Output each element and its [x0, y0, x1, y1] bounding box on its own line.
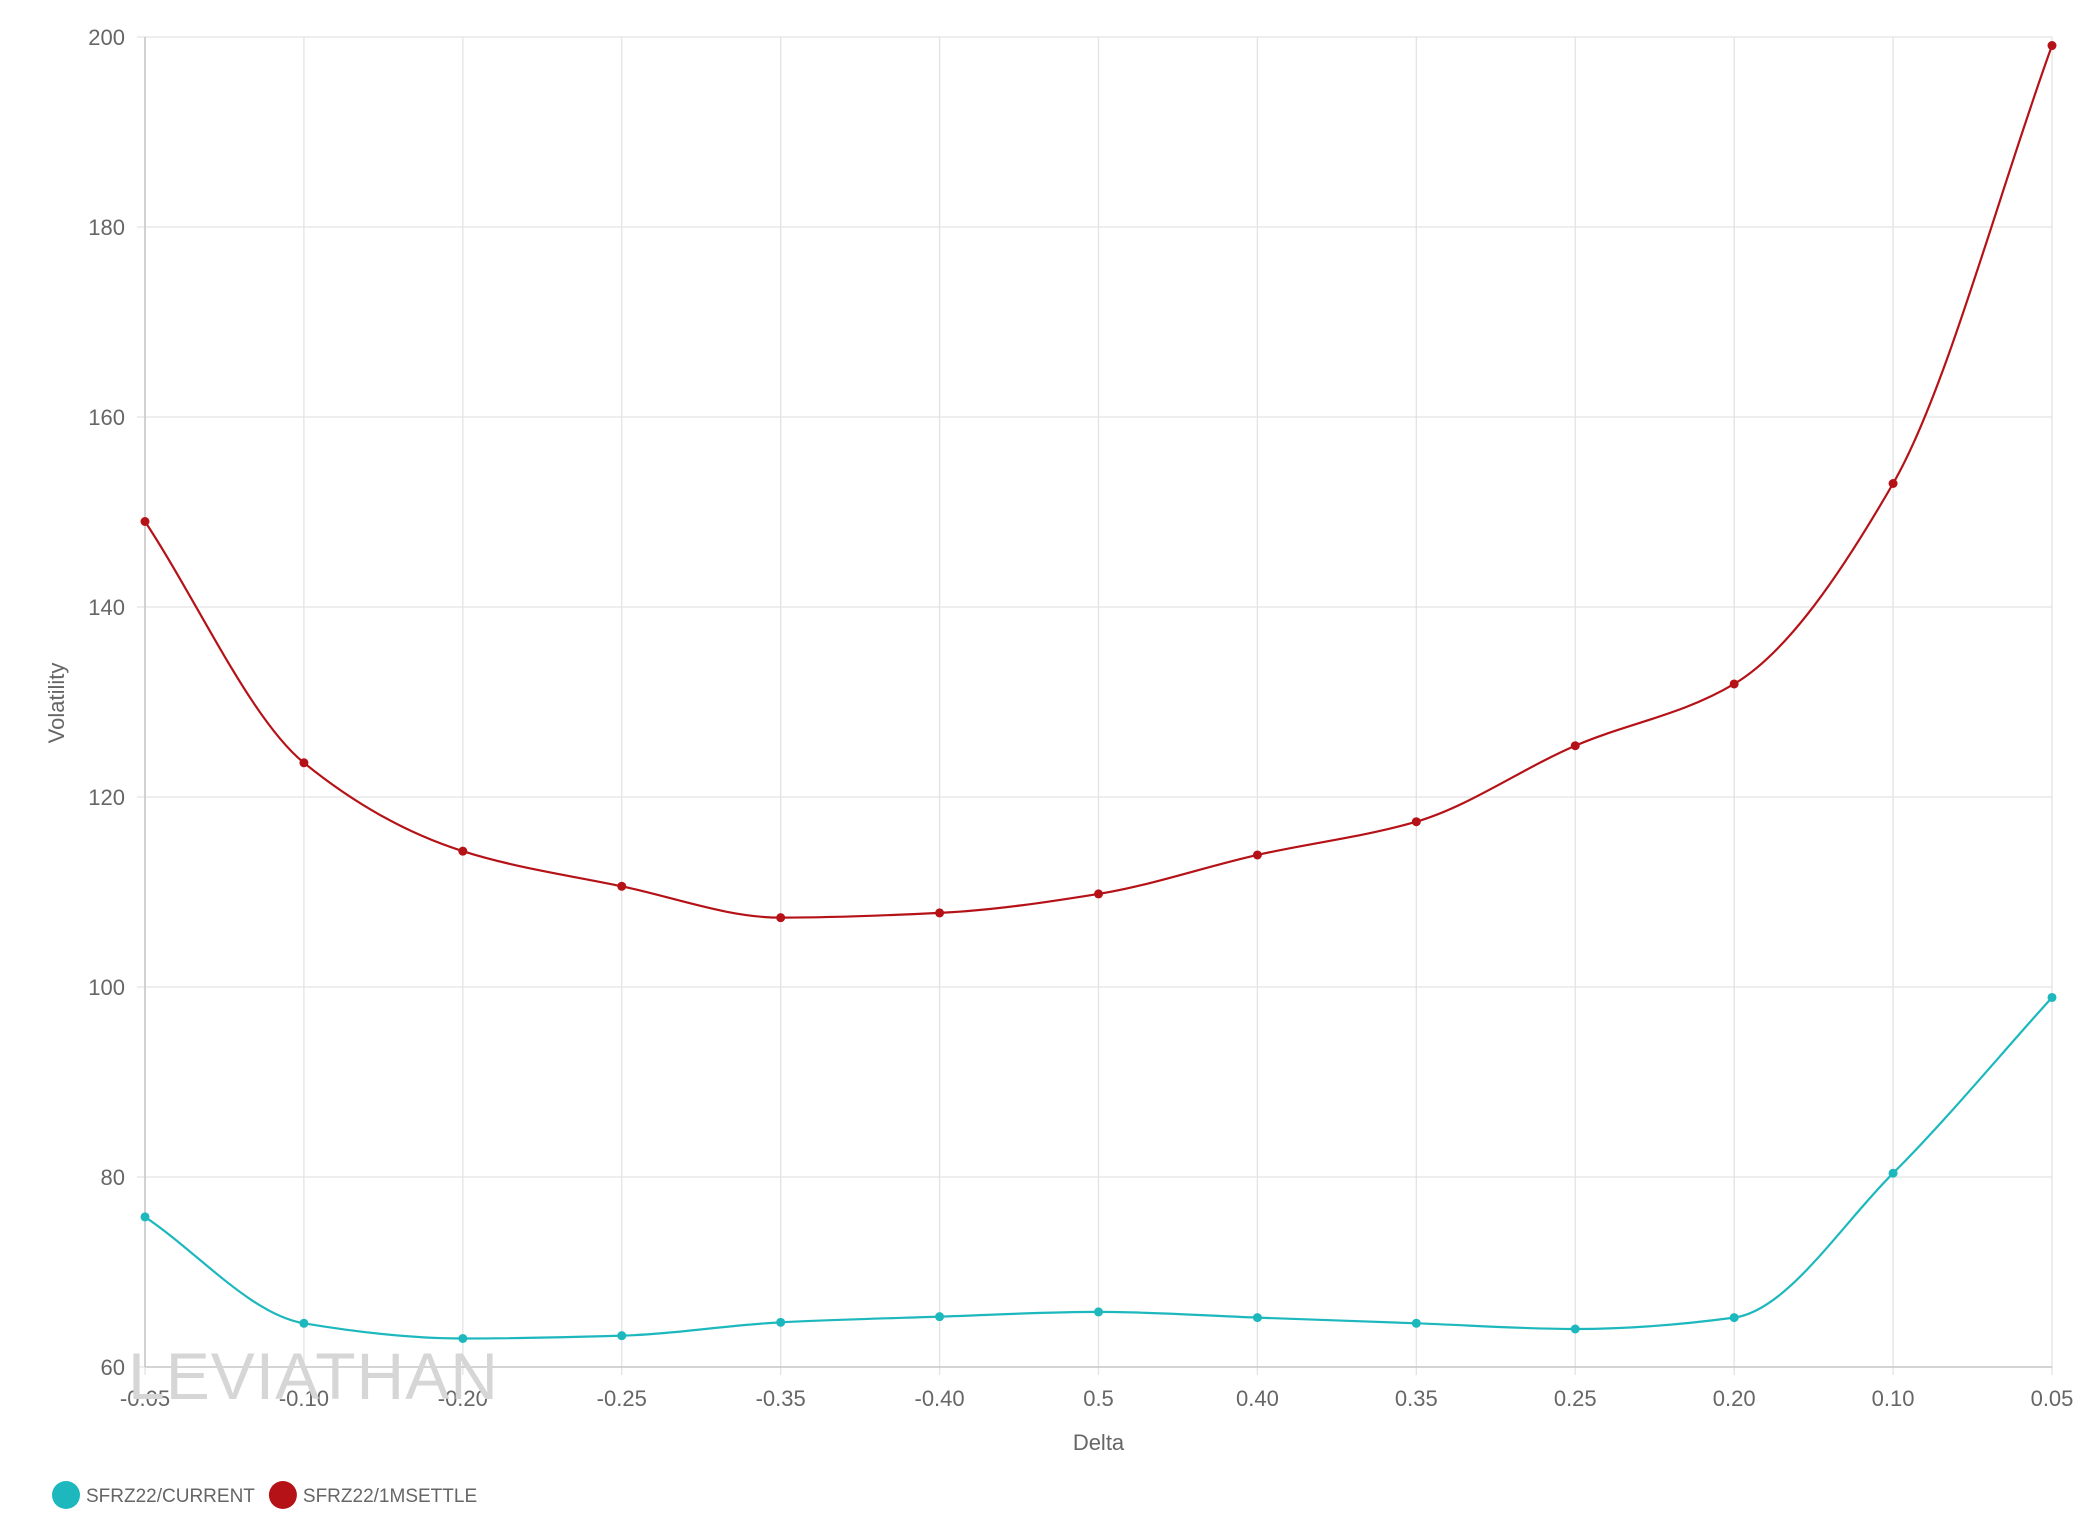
data-point — [299, 1319, 308, 1328]
data-point — [458, 1334, 467, 1343]
data-point — [458, 847, 467, 856]
x-tick-label: 0.10 — [1872, 1386, 1915, 1411]
x-tick-label: 0.40 — [1236, 1386, 1279, 1411]
x-tick-label: 0.20 — [1713, 1386, 1756, 1411]
legend-swatch — [269, 1481, 297, 1509]
data-point — [1253, 1313, 1262, 1322]
data-point — [1412, 1319, 1421, 1328]
legend: SFRZ22/CURRENT SFRZ22/1MSETTLE — [52, 1481, 477, 1509]
y-axis-title: Volatility — [44, 663, 69, 744]
data-point — [1094, 889, 1103, 898]
data-point — [935, 908, 944, 917]
data-point — [1253, 850, 1262, 859]
x-tick-label: 0.35 — [1395, 1386, 1438, 1411]
y-tick-label: 60 — [101, 1355, 125, 1380]
data-point — [935, 1312, 944, 1321]
data-point — [299, 758, 308, 767]
y-tick-label: 160 — [88, 405, 125, 430]
data-point — [617, 882, 626, 891]
data-point — [141, 1212, 150, 1221]
legend-label: SFRZ22/1MSETTLE — [303, 1486, 477, 1507]
watermark-text: LEVIATHAN — [128, 1339, 499, 1413]
data-point — [617, 1331, 626, 1340]
y-tick-label: 140 — [88, 595, 125, 620]
x-tick-label: -0.25 — [597, 1386, 647, 1411]
legend-item[interactable]: SFRZ22/1MSETTLE — [269, 1481, 477, 1509]
data-point — [2048, 41, 2057, 50]
data-point — [1094, 1307, 1103, 1316]
data-point — [1571, 741, 1580, 750]
legend-label: SFRZ22/CURRENT — [86, 1486, 255, 1507]
x-tick-label: -0.35 — [756, 1386, 806, 1411]
x-tick-label: -0.40 — [915, 1386, 965, 1411]
grid — [137, 37, 2052, 1375]
x-tick-label: 0.5 — [1083, 1386, 1114, 1411]
y-tick-label: 80 — [101, 1165, 125, 1190]
y-tick-label: 120 — [88, 785, 125, 810]
data-point — [776, 1318, 785, 1327]
x-tick-label: 0.05 — [2031, 1386, 2074, 1411]
data-point — [776, 913, 785, 922]
x-axis-title: Delta — [1073, 1430, 1125, 1455]
data-point — [1730, 1313, 1739, 1322]
data-point — [1889, 479, 1898, 488]
data-point — [1412, 817, 1421, 826]
x-tick-label: 0.25 — [1554, 1386, 1597, 1411]
data-point — [141, 517, 150, 526]
data-point — [1889, 1169, 1898, 1178]
y-tick-label: 200 — [88, 25, 125, 50]
legend-swatch — [52, 1481, 80, 1509]
y-tick-label: 100 — [88, 975, 125, 1000]
y-tick-label: 180 — [88, 215, 125, 240]
data-point — [2048, 993, 2057, 1002]
data-point — [1571, 1325, 1580, 1334]
data-point — [1730, 679, 1739, 688]
legend-item[interactable]: SFRZ22/CURRENT — [52, 1481, 255, 1509]
